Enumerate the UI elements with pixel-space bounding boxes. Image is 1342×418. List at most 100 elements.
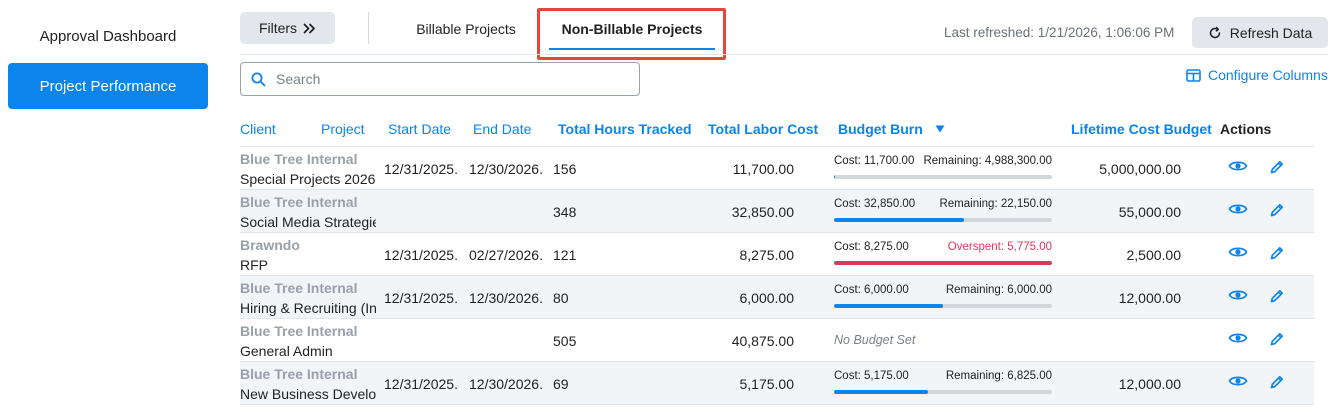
budget-burn-fill xyxy=(834,218,965,222)
view-eye-icon[interactable] xyxy=(1228,159,1248,176)
budget-burn: Cost: 5,175.00 Remaining: 6,825.00 xyxy=(834,368,1052,398)
edit-pencil-icon[interactable] xyxy=(1269,288,1285,307)
budget-burn: Cost: 8,275.00 Overspent: 5,775.00 xyxy=(834,239,1052,269)
budget-burn-bar xyxy=(834,218,1052,222)
burn-cost-text: Cost: 8,275.00 xyxy=(834,241,909,253)
client-name: Blue Tree Internal xyxy=(240,323,358,339)
budget-burn-bar xyxy=(834,390,1052,394)
start-date: 12/31/2025. xyxy=(384,161,458,177)
view-eye-icon[interactable] xyxy=(1228,245,1248,262)
burn-remaining-text: Remaining: 6,000.00 xyxy=(945,284,1052,296)
column-header-actions: Actions xyxy=(1220,121,1272,137)
column-header-project[interactable]: Project xyxy=(321,121,365,137)
configure-columns-button[interactable]: Configure Columns xyxy=(1186,67,1328,83)
refresh-icon xyxy=(1209,26,1220,38)
double-chevron-right-icon xyxy=(303,23,315,33)
columns-icon xyxy=(1186,68,1201,82)
toolbar-divider xyxy=(368,12,369,44)
search-input[interactable] xyxy=(276,71,616,87)
burn-cost-text: Cost: 11,700.00 xyxy=(834,155,915,167)
lifetime-cost-budget: 55,000.00 xyxy=(1118,204,1181,220)
total-hours: 80 xyxy=(553,290,569,306)
total-labor-cost: 5,175.00 xyxy=(739,376,795,392)
sidebar-item-project-performance[interactable]: Project Performance xyxy=(8,63,208,109)
edit-pencil-icon[interactable] xyxy=(1269,374,1285,393)
table-row[interactable]: Blue Tree Internal Social Media Strategie… xyxy=(240,189,1314,232)
view-eye-icon[interactable] xyxy=(1228,288,1248,305)
start-date: 12/31/2025. xyxy=(384,247,458,263)
view-eye-icon[interactable] xyxy=(1228,374,1248,391)
tab-billable-projects[interactable]: Billable Projects xyxy=(405,12,527,50)
divider xyxy=(240,54,1328,55)
burn-remaining-text: Remaining: 4,988,300.00 xyxy=(923,155,1052,167)
burn-cost-text: Cost: 32,850.00 xyxy=(834,198,916,210)
column-header-total-labor-cost[interactable]: Total Labor Cost xyxy=(708,121,819,137)
total-hours: 156 xyxy=(553,161,577,177)
budget-burn-bar xyxy=(834,261,1052,265)
edit-pencil-icon[interactable] xyxy=(1269,159,1285,178)
project-name: RFP xyxy=(240,257,268,273)
column-header-budget-burn[interactable]: Budget Burn xyxy=(838,121,923,137)
last-refreshed-text: Last refreshed: 1/21/2026, 1:06:06 PM xyxy=(944,25,1175,40)
start-date: 12/31/2025. xyxy=(384,376,458,392)
column-header-lifetime-cost-budget[interactable]: Lifetime Cost Budget xyxy=(1071,121,1212,137)
end-date: 12/30/2026. xyxy=(469,290,543,306)
start-date: 12/31/2025. xyxy=(384,290,458,306)
column-header-client[interactable]: Client xyxy=(240,121,276,137)
column-header-end-date[interactable]: End Date xyxy=(473,121,532,137)
tab-non-billable-projects[interactable]: Non-Billable Projects xyxy=(549,12,715,50)
client-name: Blue Tree Internal xyxy=(240,280,358,296)
table-row[interactable]: Blue Tree Internal General Admin 505 40,875… xyxy=(240,318,1314,361)
budget-burn-fill xyxy=(834,390,928,394)
refresh-data-button[interactable]: Refresh Data xyxy=(1192,17,1328,48)
table-row[interactable]: Brawndo RFP 12/31/2025. 02/27/2026. 121 8,275… xyxy=(240,232,1314,275)
edit-pencil-icon[interactable] xyxy=(1269,331,1285,350)
column-header-start-date[interactable]: Start Date xyxy=(388,121,452,137)
total-labor-cost: 6,000.00 xyxy=(739,290,795,306)
burn-remaining-text: Overspent: 5,775.00 xyxy=(947,241,1052,253)
table-bottom-border xyxy=(240,404,1314,405)
lifetime-cost-budget: 5,000,000.00 xyxy=(1099,161,1181,177)
burn-cost-text: Cost: 6,000.00 xyxy=(834,284,909,296)
view-eye-icon[interactable] xyxy=(1228,202,1248,219)
budget-burn: No Budget Set xyxy=(834,325,1052,355)
table-row[interactable]: Blue Tree Internal New Business Develop 12… xyxy=(240,361,1314,404)
total-hours: 69 xyxy=(553,376,569,392)
table-row[interactable]: Blue Tree Internal Special Projects 2026 1… xyxy=(240,146,1314,189)
tab-label: Non-Billable Projects xyxy=(561,21,703,37)
edit-pencil-icon[interactable] xyxy=(1269,202,1285,221)
project-name: Hiring & Recruiting (In xyxy=(240,300,376,316)
total-hours: 505 xyxy=(553,333,577,349)
total-labor-cost: 8,275.00 xyxy=(739,247,795,263)
budget-burn-fill xyxy=(834,304,943,308)
total-hours: 121 xyxy=(553,247,577,263)
end-date: 02/27/2026. xyxy=(469,247,543,263)
end-date: 12/30/2026. xyxy=(469,161,543,177)
view-eye-icon[interactable] xyxy=(1228,331,1248,348)
tab-label: Billable Projects xyxy=(416,21,516,37)
configure-columns-label: Configure Columns xyxy=(1208,67,1328,83)
filters-button[interactable]: Filters xyxy=(240,12,335,44)
no-budget-text: No Budget Set xyxy=(834,333,916,347)
burn-remaining-text: Remaining: 6,825.00 xyxy=(945,370,1052,382)
sidebar-item-approval-dashboard[interactable]: Approval Dashboard xyxy=(39,27,177,45)
burn-remaining-text: Remaining: 22,150.00 xyxy=(939,198,1052,210)
project-name: New Business Develop xyxy=(240,386,376,402)
column-header-total-hours[interactable]: Total Hours Tracked xyxy=(558,121,692,137)
project-name: General Admin xyxy=(240,343,333,359)
project-name: Social Media Strategie xyxy=(240,214,376,230)
budget-burn-bar xyxy=(834,175,1052,179)
budget-burn-fill xyxy=(834,261,1052,265)
sort-descending-icon[interactable] xyxy=(935,125,945,133)
refresh-label: Refresh Data xyxy=(1229,24,1313,41)
budget-burn: Cost: 32,850.00 Remaining: 22,150.00 xyxy=(834,196,1052,226)
total-labor-cost: 40,875.00 xyxy=(731,333,794,349)
search-icon xyxy=(251,72,266,86)
client-name: Blue Tree Internal xyxy=(240,366,358,382)
edit-pencil-icon[interactable] xyxy=(1269,245,1285,264)
project-name: Special Projects 2026 xyxy=(240,171,376,187)
lifetime-cost-budget: 2,500.00 xyxy=(1126,247,1182,263)
client-name: Blue Tree Internal xyxy=(240,194,358,210)
table-row[interactable]: Blue Tree Internal Hiring & Recruiting (I… xyxy=(240,275,1314,318)
filters-label: Filters xyxy=(258,20,298,36)
